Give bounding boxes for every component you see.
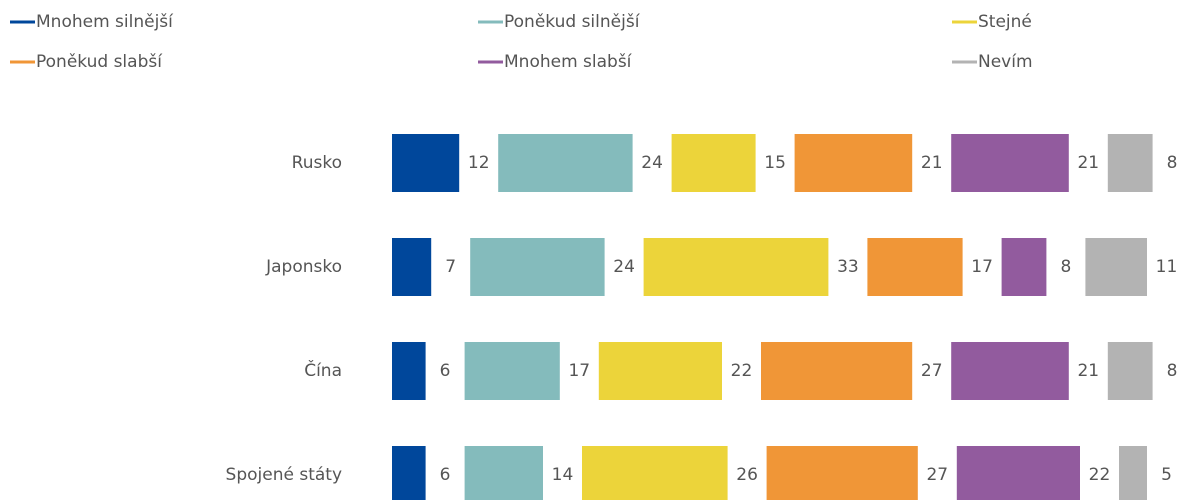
value-label: 21 xyxy=(1077,153,1099,173)
value-label: 8 xyxy=(1167,361,1178,381)
bar-segment xyxy=(867,238,963,296)
value-label: 12 xyxy=(468,153,490,173)
category-label: Rusko xyxy=(292,153,342,173)
bar-segment xyxy=(1001,238,1047,296)
bar-segment xyxy=(1107,134,1153,192)
legend-label: Nevím xyxy=(978,52,1033,72)
bar-segment xyxy=(951,134,1069,192)
legend-label: Poněkud silnější xyxy=(504,12,641,32)
value-label: 7 xyxy=(445,257,456,277)
bar-segment xyxy=(464,446,543,500)
value-label: 17 xyxy=(971,257,993,277)
bar-segment xyxy=(1119,446,1147,500)
bar-segment xyxy=(671,134,756,192)
bar-segment xyxy=(498,134,633,192)
value-label: 24 xyxy=(641,153,663,173)
value-label: 22 xyxy=(1089,465,1111,485)
bar-segment xyxy=(464,342,560,400)
bar-segment xyxy=(956,446,1080,500)
value-label: 22 xyxy=(731,361,753,381)
category-label: Spojené státy xyxy=(226,465,342,485)
value-label: 26 xyxy=(736,465,758,485)
value-label: 14 xyxy=(552,465,574,485)
value-label: 8 xyxy=(1167,153,1178,173)
bar-segment xyxy=(794,134,913,192)
value-label: 27 xyxy=(921,361,943,381)
bar-segment xyxy=(951,342,1069,400)
value-label: 21 xyxy=(921,153,943,173)
bar-segment xyxy=(392,134,460,192)
category-label: Japonsko xyxy=(265,257,342,277)
value-label: 6 xyxy=(440,361,451,381)
value-label: 11 xyxy=(1156,257,1178,277)
bar-segment xyxy=(470,238,605,296)
value-label: 24 xyxy=(613,257,635,277)
value-label: 33 xyxy=(837,257,859,277)
bar-segment xyxy=(582,446,728,500)
legend-label: Stejné xyxy=(978,12,1032,32)
legend-label: Mnohem silnější xyxy=(36,12,174,32)
value-label: 17 xyxy=(568,361,590,381)
bar-segment xyxy=(1107,342,1153,400)
bar-segment xyxy=(392,342,426,400)
bar-segment xyxy=(1085,238,1147,296)
value-label: 5 xyxy=(1161,465,1172,485)
value-label: 15 xyxy=(764,153,786,173)
bar-segment xyxy=(643,238,829,296)
bar-segment xyxy=(766,446,918,500)
value-label: 27 xyxy=(926,465,948,485)
bar-segment xyxy=(392,238,432,296)
legend-label: Poněkud slabší xyxy=(36,52,163,72)
bar-segment xyxy=(392,446,426,500)
category-label: Čína xyxy=(304,359,342,381)
value-label: 6 xyxy=(440,465,451,485)
value-label: 8 xyxy=(1060,257,1071,277)
legend-label: Mnohem slabší xyxy=(504,52,633,72)
bar-segment xyxy=(598,342,722,400)
value-label: 21 xyxy=(1077,361,1099,381)
bar-segment xyxy=(761,342,913,400)
